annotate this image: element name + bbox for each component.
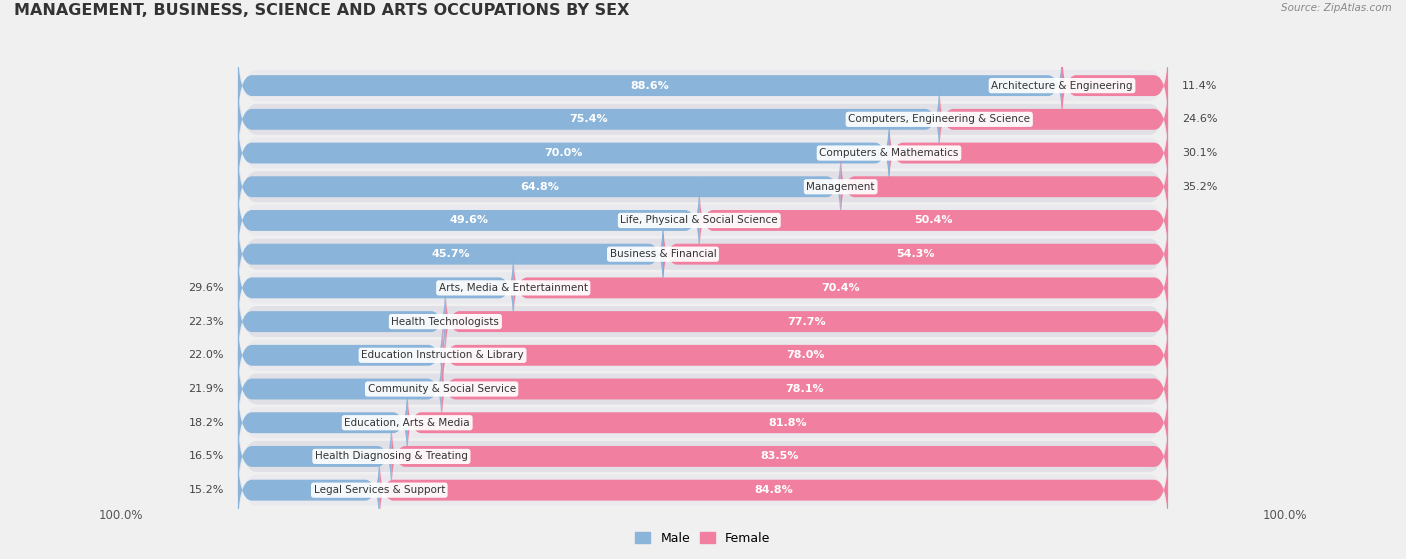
FancyBboxPatch shape xyxy=(238,181,699,260)
FancyBboxPatch shape xyxy=(238,34,1168,138)
Text: 75.4%: 75.4% xyxy=(569,115,607,124)
Text: 100.0%: 100.0% xyxy=(1263,509,1308,522)
FancyBboxPatch shape xyxy=(238,202,1168,306)
FancyBboxPatch shape xyxy=(238,214,664,294)
Text: 78.1%: 78.1% xyxy=(786,384,824,394)
Text: 11.4%: 11.4% xyxy=(1182,80,1218,91)
Text: 22.3%: 22.3% xyxy=(188,316,224,326)
FancyBboxPatch shape xyxy=(441,349,1168,429)
FancyBboxPatch shape xyxy=(238,45,1062,126)
FancyBboxPatch shape xyxy=(238,169,1168,272)
FancyBboxPatch shape xyxy=(238,79,939,159)
Text: Arts, Media & Entertainment: Arts, Media & Entertainment xyxy=(439,283,588,293)
Text: 64.8%: 64.8% xyxy=(520,182,558,192)
Text: Health Diagnosing & Treating: Health Diagnosing & Treating xyxy=(315,452,468,461)
Text: 100.0%: 100.0% xyxy=(98,509,143,522)
Text: Health Technologists: Health Technologists xyxy=(391,316,499,326)
FancyBboxPatch shape xyxy=(238,113,889,193)
FancyBboxPatch shape xyxy=(238,101,1168,205)
Text: 88.6%: 88.6% xyxy=(631,80,669,91)
Text: Education, Arts & Media: Education, Arts & Media xyxy=(344,418,470,428)
Text: Management: Management xyxy=(807,182,875,192)
FancyBboxPatch shape xyxy=(238,146,841,227)
Text: 15.2%: 15.2% xyxy=(188,485,224,495)
Text: Computers & Mathematics: Computers & Mathematics xyxy=(820,148,959,158)
FancyBboxPatch shape xyxy=(238,382,408,463)
Text: 78.0%: 78.0% xyxy=(786,350,824,361)
Text: 70.0%: 70.0% xyxy=(544,148,582,158)
Text: 77.7%: 77.7% xyxy=(787,316,825,326)
Text: 29.6%: 29.6% xyxy=(188,283,224,293)
FancyBboxPatch shape xyxy=(238,349,441,429)
FancyBboxPatch shape xyxy=(238,438,1168,542)
Text: Computers, Engineering & Science: Computers, Engineering & Science xyxy=(848,115,1031,124)
Text: 21.9%: 21.9% xyxy=(188,384,224,394)
FancyBboxPatch shape xyxy=(513,248,1168,328)
FancyBboxPatch shape xyxy=(841,146,1168,227)
Text: 45.7%: 45.7% xyxy=(432,249,470,259)
FancyBboxPatch shape xyxy=(238,337,1168,441)
FancyBboxPatch shape xyxy=(391,416,1168,496)
Text: Life, Physical & Social Science: Life, Physical & Social Science xyxy=(620,215,778,225)
Text: Architecture & Engineering: Architecture & Engineering xyxy=(991,80,1133,91)
FancyBboxPatch shape xyxy=(238,416,391,496)
Text: 83.5%: 83.5% xyxy=(761,452,799,461)
Text: 35.2%: 35.2% xyxy=(1182,182,1218,192)
FancyBboxPatch shape xyxy=(238,269,1168,373)
FancyBboxPatch shape xyxy=(939,79,1168,159)
Text: MANAGEMENT, BUSINESS, SCIENCE AND ARTS OCCUPATIONS BY SEX: MANAGEMENT, BUSINESS, SCIENCE AND ARTS O… xyxy=(14,3,630,18)
Text: 30.1%: 30.1% xyxy=(1182,148,1218,158)
FancyBboxPatch shape xyxy=(238,68,1168,171)
Text: Education Instruction & Library: Education Instruction & Library xyxy=(361,350,524,361)
FancyBboxPatch shape xyxy=(238,236,1168,340)
Text: 81.8%: 81.8% xyxy=(768,418,807,428)
Text: 24.6%: 24.6% xyxy=(1182,115,1218,124)
Text: 16.5%: 16.5% xyxy=(188,452,224,461)
FancyBboxPatch shape xyxy=(446,282,1168,362)
FancyBboxPatch shape xyxy=(699,181,1168,260)
Text: 18.2%: 18.2% xyxy=(188,418,224,428)
Text: 49.6%: 49.6% xyxy=(449,215,488,225)
FancyBboxPatch shape xyxy=(238,450,380,530)
Text: 50.4%: 50.4% xyxy=(914,215,953,225)
Text: 70.4%: 70.4% xyxy=(821,283,860,293)
FancyBboxPatch shape xyxy=(238,135,1168,239)
Text: 84.8%: 84.8% xyxy=(754,485,793,495)
Text: 22.0%: 22.0% xyxy=(188,350,224,361)
FancyBboxPatch shape xyxy=(238,304,1168,407)
FancyBboxPatch shape xyxy=(664,214,1168,294)
Text: Community & Social Service: Community & Social Service xyxy=(367,384,516,394)
FancyBboxPatch shape xyxy=(380,450,1168,530)
Text: Business & Financial: Business & Financial xyxy=(610,249,717,259)
FancyBboxPatch shape xyxy=(1062,45,1168,126)
Text: Legal Services & Support: Legal Services & Support xyxy=(314,485,446,495)
FancyBboxPatch shape xyxy=(443,315,1168,395)
Text: Source: ZipAtlas.com: Source: ZipAtlas.com xyxy=(1281,3,1392,13)
FancyBboxPatch shape xyxy=(889,113,1168,193)
FancyBboxPatch shape xyxy=(238,248,513,328)
FancyBboxPatch shape xyxy=(408,382,1168,463)
FancyBboxPatch shape xyxy=(238,315,443,395)
FancyBboxPatch shape xyxy=(238,371,1168,475)
FancyBboxPatch shape xyxy=(238,405,1168,508)
Text: 54.3%: 54.3% xyxy=(896,249,935,259)
FancyBboxPatch shape xyxy=(238,282,446,362)
Legend: Male, Female: Male, Female xyxy=(630,527,776,550)
